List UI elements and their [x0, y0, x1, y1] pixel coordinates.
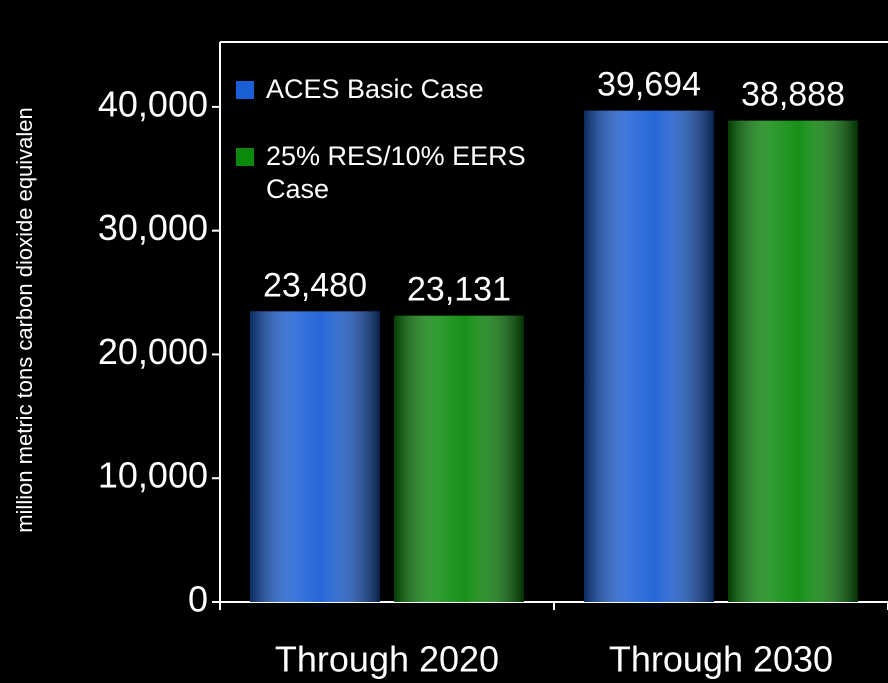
x-tick-label: Through 2030 [609, 639, 833, 680]
y-tick-label: 40,000 [98, 83, 208, 124]
data-label: 39,694 [597, 66, 701, 104]
y-axis-label: million metric tons carbon dioxide equiv… [12, 107, 37, 533]
y-tick-label: 10,000 [98, 455, 208, 496]
legend-swatch [236, 148, 254, 166]
x-tick-label: Through 2020 [275, 639, 499, 680]
data-label: 23,480 [263, 266, 367, 304]
legend-label: 25% RES/10% EERS Case [266, 141, 526, 204]
y-tick-label: 20,000 [98, 331, 208, 372]
bar-shade [394, 315, 524, 602]
data-label: 23,131 [407, 271, 511, 309]
legend-label: ACES Basic Case [266, 74, 484, 104]
y-tick-label: 0 [188, 579, 208, 620]
bar-shade [584, 110, 714, 603]
bar-shade [250, 311, 380, 602]
data-label: 38,888 [741, 76, 845, 114]
bar-shade [728, 120, 858, 602]
legend-swatch [236, 81, 254, 99]
y-tick-label: 30,000 [98, 207, 208, 248]
